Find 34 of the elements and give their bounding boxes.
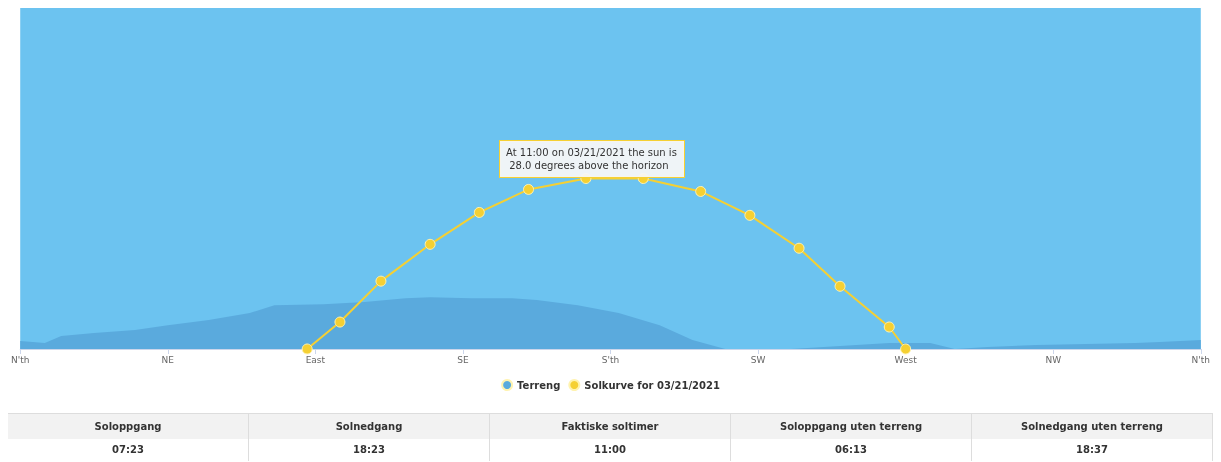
point: [834, 280, 846, 292]
x-tick-label: SW: [750, 354, 766, 365]
text: Solnedgang uten terreng: [972, 414, 1213, 439]
point: [793, 242, 805, 254]
point: [473, 206, 485, 218]
legend-label: Terreng: [517, 379, 561, 391]
point: [523, 183, 535, 195]
x-tick-label: N'th: [1191, 354, 1211, 365]
point: [744, 209, 756, 221]
x-tick-label: West: [894, 354, 918, 365]
text: At 11:00 on 03/21/2021 the sun is 28.0 degrees above the horizon: [506, 147, 677, 171]
x-tick-label: N'th: [10, 354, 30, 365]
text: 18:37: [972, 439, 1213, 461]
text: Soloppgang uten terreng: [731, 414, 972, 439]
text: 07:23: [8, 439, 249, 461]
point: [375, 275, 387, 287]
point: [301, 343, 313, 355]
point: [424, 238, 436, 250]
point: [695, 185, 707, 197]
x-tick-label: SE: [457, 354, 469, 365]
legend-label: Solkurve for 03/21/2021: [584, 379, 720, 391]
text: Faktiske soltimer: [490, 414, 731, 439]
text: 18:23: [249, 439, 490, 461]
x-tick-label: East: [305, 354, 326, 365]
text: 11:00: [490, 439, 731, 461]
x-tick-label: NW: [1045, 354, 1062, 365]
point: [334, 316, 346, 328]
x-tick-label: S'th: [601, 354, 620, 365]
text: Soloppgang: [8, 414, 249, 439]
point: [900, 343, 912, 355]
point: [883, 321, 895, 333]
x-tick-label: NE: [161, 354, 175, 365]
text: 06:13: [731, 439, 972, 461]
text: Solnedgang: [249, 414, 490, 439]
